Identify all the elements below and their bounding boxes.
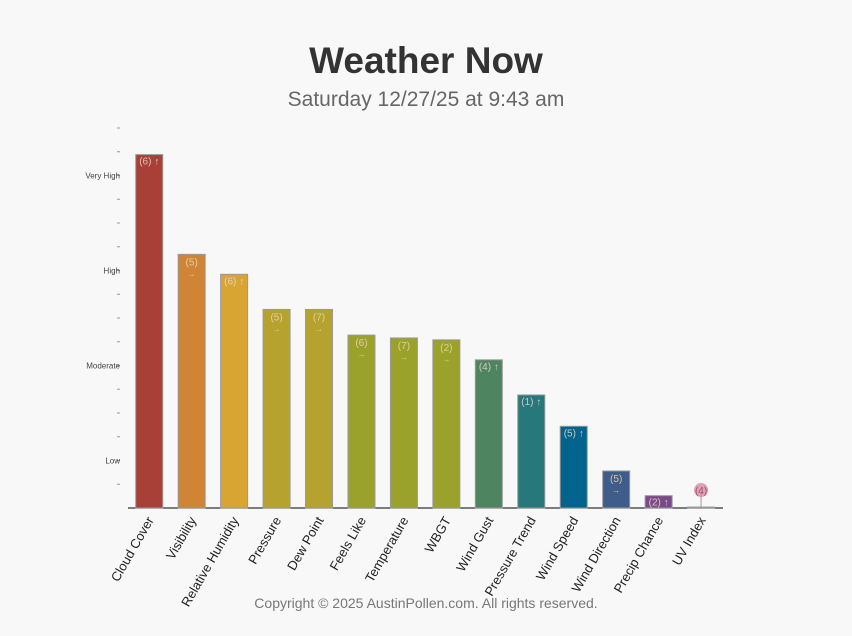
data-label: (4) ↑ — [479, 362, 499, 373]
x-tick-label: Dew Point — [284, 514, 327, 573]
data-label: (1) ↑ — [521, 397, 541, 408]
y-tick-label: Low — [105, 457, 120, 466]
bar-precip-chance — [644, 495, 673, 509]
bar-relative-humidity — [220, 273, 249, 509]
x-tick-label: UV Index — [669, 514, 709, 568]
data-label: (7) → — [398, 341, 410, 362]
bar-cloud-cover — [135, 154, 164, 509]
data-label: (5) → — [186, 257, 198, 278]
bar-visibility — [177, 253, 206, 509]
y-tick-label: High — [104, 267, 120, 276]
x-tick-label: WBGT — [421, 514, 454, 555]
bar-feels-like — [347, 334, 376, 509]
bar-dew-point — [305, 308, 334, 509]
y-tick-label: Moderate — [86, 362, 120, 371]
data-label: (4) — [695, 486, 707, 497]
data-label: (7) → — [313, 312, 325, 333]
data-label: (6) → — [355, 338, 367, 359]
data-label: (5) → — [610, 474, 622, 495]
data-label-bubble — [694, 483, 709, 498]
bar-wbgt — [432, 339, 461, 509]
x-tick-label: Visibility — [163, 514, 200, 562]
page-title: Weather Now — [309, 40, 543, 81]
y-tick-label: Very High — [85, 172, 120, 181]
data-label: (6) ↑ — [139, 157, 159, 168]
x-tick-label: Wind Gust — [453, 514, 497, 574]
data-label: (6) ↑ — [224, 276, 244, 287]
x-tick-label: Wind Speed — [533, 514, 581, 583]
bar-wind-gust — [474, 359, 503, 509]
x-tick-label: Temperature — [362, 514, 411, 585]
x-tick-label: Feels Like — [326, 514, 369, 573]
bar-wind-speed — [559, 425, 588, 509]
bar-temperature — [389, 337, 418, 509]
copyright-footer: Copyright © 2025 AustinPollen.com. All r… — [254, 595, 598, 611]
bar-wind-direction — [602, 470, 631, 509]
bar-pressure-trend — [517, 394, 546, 509]
page-subtitle: Saturday 12/27/25 at 9:43 am — [287, 88, 565, 111]
bar-pressure — [262, 308, 291, 509]
x-tick-label: Cloud Cover — [108, 513, 157, 584]
data-label: (5) → — [270, 312, 282, 333]
data-label: (2) ↑ — [649, 498, 669, 509]
x-tick-label: Pressure — [245, 514, 284, 567]
data-label: (2) → — [440, 343, 452, 364]
data-label: (5) ↑ — [564, 428, 584, 439]
